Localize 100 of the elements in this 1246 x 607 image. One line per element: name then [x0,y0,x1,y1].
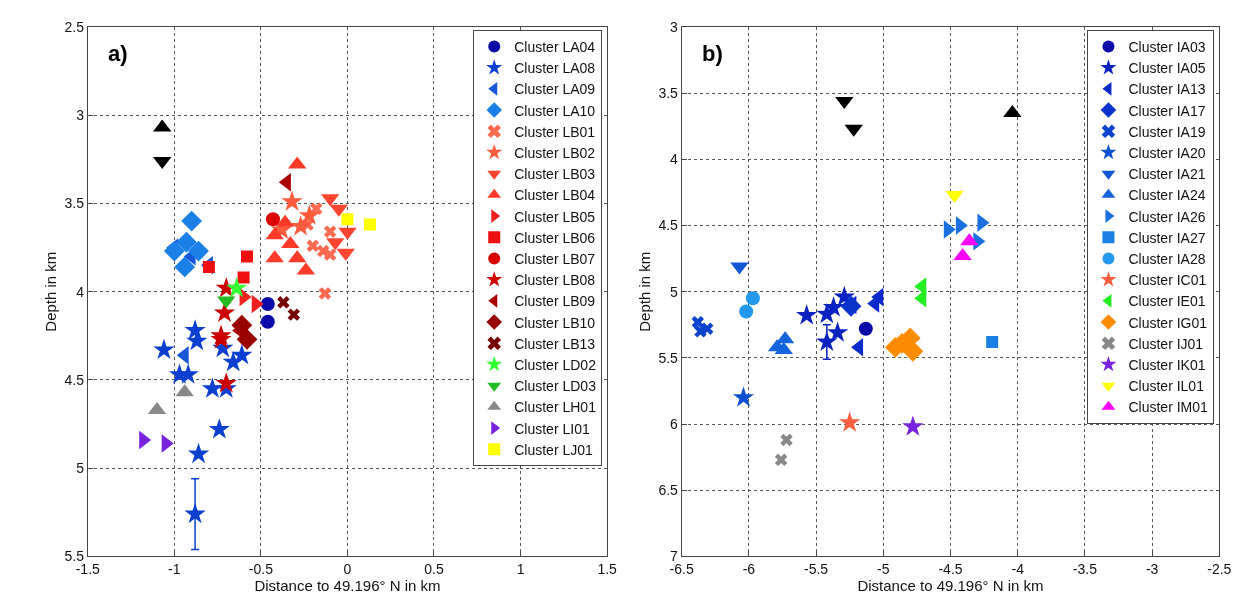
x-tick-label: -3.5 [1072,561,1098,578]
point [287,308,300,321]
point [208,418,230,439]
x-tick-label: 1 [516,561,525,578]
point [341,213,354,226]
point [184,502,206,524]
y-tick-label: 4 [670,151,679,168]
legend-label: Cluster IE01 [1128,293,1206,310]
point [241,250,254,263]
y-tick-label: 5 [76,460,85,477]
legend-label: Cluster LH01 [514,399,597,416]
legend-label: Cluster IA28 [1128,250,1206,267]
legend-label: Cluster LB13 [514,335,596,352]
point [225,276,248,298]
legend-label: Cluster LA08 [514,60,596,77]
legend-label: Cluster IG01 [1128,314,1208,331]
point [298,204,320,225]
legend-label: Cluster IA05 [1128,60,1206,77]
point [323,248,337,261]
legend-label: Cluster IA03 [1128,38,1206,55]
legend-label: Cluster LB06 [514,229,596,246]
y-tick-label: 3 [76,107,85,124]
legend-label: Cluster IL01 [1128,378,1205,395]
point [796,304,818,325]
legend-label: Cluster IA19 [1128,123,1206,140]
point [826,321,849,342]
y-tick-label: 4 [76,283,85,300]
point [822,296,845,317]
point [986,335,999,348]
y-tick-label: 6 [670,415,679,432]
point [231,314,253,336]
point [691,315,705,329]
x-tick-label: -5 [877,561,890,578]
legend-label: Cluster IA24 [1128,187,1206,204]
point [816,330,838,352]
legend-label: Cluster LJ01 [514,441,594,458]
legend-label: Cluster LA04 [514,38,596,55]
point [187,442,210,464]
point [745,291,760,306]
point [236,328,258,350]
point [739,304,754,319]
point [306,239,320,252]
y-tick-label: 2.5 [64,18,85,35]
point [290,215,312,236]
legend-label: Cluster LB07 [514,250,596,267]
legend-label: Cluster IA20 [1128,144,1206,161]
x-tick-label: -6 [742,561,756,578]
point [176,231,197,253]
point [188,240,209,262]
y-tick-label: 3.5 [64,195,85,212]
y-axis-title: Depth in km [635,251,653,332]
x-axis-title: Distance to 49.196° N in km [254,577,441,595]
annotation: b) [702,41,723,66]
legend-label: Cluster IA27 [1128,229,1206,246]
legend-label: Cluster LA09 [514,81,596,98]
point [153,338,175,359]
y-tick-label: 5 [670,283,679,300]
x-tick-label: 0 [343,561,352,578]
point [215,372,237,393]
point [774,453,788,467]
annotation: a) [108,41,128,66]
legend-label: Cluster LB05 [514,208,596,225]
y-tick-label: 4.5 [64,371,85,388]
legend-label: Cluster LB08 [514,272,596,289]
legend-label: Cluster IC01 [1128,272,1207,289]
point [780,433,793,447]
legend-label: Cluster LI01 [514,420,590,437]
legend-label: Cluster LB02 [514,144,596,161]
y-tick-label: 3.5 [658,85,679,101]
x-tick-label: -4.5 [938,561,963,578]
x-tick-label: 0.5 [424,561,444,578]
legend-label: Cluster LB03 [514,166,596,183]
legend-label: Cluster IA13 [1128,81,1206,98]
legend-label: Cluster IA21 [1128,166,1206,183]
point [732,386,755,407]
point [840,295,862,317]
legend-label: Cluster IJ01 [1128,335,1204,352]
legend-label: Cluster LB04 [514,187,596,204]
y-axis-title: Depth in km [41,251,59,332]
point [318,287,332,300]
x-tick-label: -5.5 [804,561,829,578]
point [277,296,290,309]
y-tick-label: 3 [670,18,679,35]
legend-label: Cluster LA10 [514,102,596,119]
x-axis-title: Distance to 49.196° N in km [857,577,1044,595]
x-tick-label: 1.5 [597,561,618,578]
y-tick-label: 4.5 [658,217,679,234]
point [237,271,250,284]
x-tick-label: -1 [168,561,181,578]
legend-label: Cluster LD03 [514,378,597,395]
point [858,321,873,336]
x-tick-label: -0.5 [248,561,274,578]
point [260,297,275,312]
point [323,225,337,238]
y-tick-label: 5.5 [658,349,679,366]
legend-label: Cluster IM01 [1128,399,1209,416]
point [694,325,707,338]
legend-label: Cluster LD02 [514,356,597,373]
legend-label: Cluster IA17 [1128,102,1206,119]
point [222,351,244,372]
